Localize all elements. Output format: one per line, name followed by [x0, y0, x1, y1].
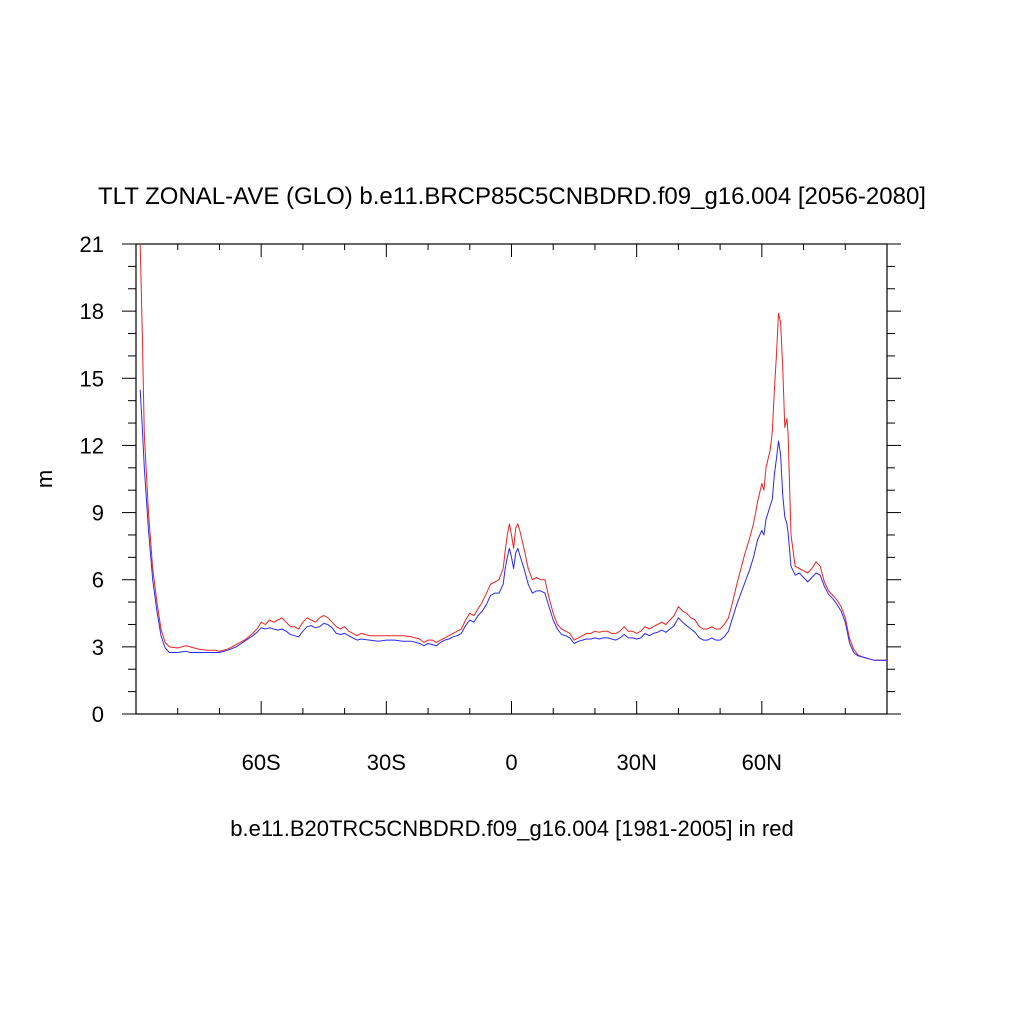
y-axis-label: m [32, 470, 57, 488]
x-tick-label: 0 [505, 750, 517, 775]
y-tick-label: 9 [92, 501, 104, 526]
y-tick-label: 12 [80, 433, 104, 458]
series-lines [139, 243, 887, 661]
chart-caption: b.e11.B20TRC5CNBDRD.f09_g16.004 [1981-20… [230, 816, 793, 841]
series-line-1 [139, 243, 887, 661]
series-line-2 [139, 389, 887, 661]
chart-title: TLT ZONAL-AVE (GLO) b.e11.BRCP85C5CNBDRD… [98, 183, 926, 210]
x-tick-label: 30S [367, 750, 406, 775]
y-tick-label: 18 [80, 299, 104, 324]
minor-ticks [128, 244, 895, 714]
x-axis-ticks: 60S 30S 0 30N 60N [242, 244, 782, 775]
y-tick-label: 21 [80, 232, 104, 257]
x-tick-label: 60N [742, 750, 782, 775]
y-tick-label: 0 [92, 702, 104, 727]
y-axis-ticks: 0 3 6 9 12 15 18 21 [80, 232, 901, 727]
x-tick-label: 60S [242, 750, 281, 775]
y-tick-label: 6 [92, 568, 104, 593]
y-tick-label: 3 [92, 635, 104, 660]
y-tick-label: 15 [80, 366, 104, 391]
x-tick-label: 30N [616, 750, 656, 775]
